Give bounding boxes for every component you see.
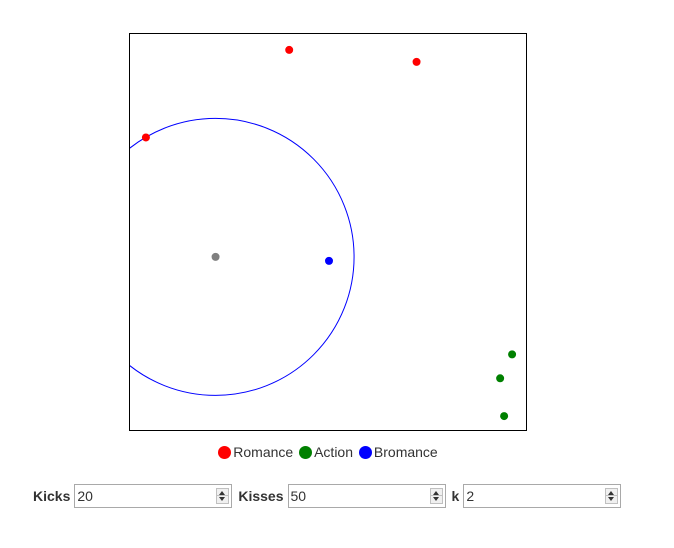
bromance-dot-icon xyxy=(358,446,372,459)
neighborhood-circle xyxy=(130,117,355,396)
kisses-decrement-icon[interactable] xyxy=(432,497,439,501)
kisses-spinner[interactable] xyxy=(429,488,443,504)
legend-label-romance: Romance xyxy=(233,444,294,460)
k-field[interactable] xyxy=(463,484,622,508)
action-dot-icon xyxy=(299,446,313,459)
kisses-spinner-divider xyxy=(430,495,442,496)
k-label: k xyxy=(451,488,460,504)
kicks-decrement-icon[interactable] xyxy=(219,497,226,501)
kicks-increment-icon[interactable] xyxy=(219,491,226,495)
k-input[interactable] xyxy=(464,485,603,507)
scatter-plot-svg xyxy=(130,45,517,421)
legend-label-bromance: Bromance xyxy=(373,444,438,460)
legend-item-action: Action xyxy=(299,444,353,460)
kicks-field[interactable] xyxy=(74,484,233,508)
romance-point-3 xyxy=(141,133,150,142)
action-point-3 xyxy=(500,412,509,421)
kisses-field[interactable] xyxy=(287,484,446,508)
legend-item-romance: Romance xyxy=(218,444,293,460)
controls-bar: Kicks Kisses k xyxy=(33,484,627,508)
kicks-spinner[interactable] xyxy=(216,488,230,504)
legend-label-action: Action xyxy=(314,444,354,460)
kicks-spinner-divider xyxy=(217,495,229,496)
kisses-increment-icon[interactable] xyxy=(432,491,439,495)
romance-point-2 xyxy=(412,57,421,66)
action-point-1 xyxy=(508,350,517,359)
action-point-2 xyxy=(496,374,505,383)
kicks-input[interactable] xyxy=(75,485,214,507)
kisses-label: Kisses xyxy=(238,488,284,504)
k-decrement-icon[interactable] xyxy=(608,497,615,501)
legend: Romance Action Bromance xyxy=(0,444,656,460)
kisses-input[interactable] xyxy=(288,485,427,507)
romance-dot-icon xyxy=(218,446,232,459)
romance-point-1 xyxy=(285,45,294,54)
kicks-label: Kicks xyxy=(33,488,71,504)
legend-item-bromance: Bromance xyxy=(358,444,438,460)
query-point xyxy=(211,252,220,261)
k-increment-icon[interactable] xyxy=(608,491,615,495)
scatter-plot-area xyxy=(129,33,527,431)
bromance-point-1 xyxy=(325,256,333,265)
k-spinner-divider xyxy=(606,495,618,496)
k-spinner[interactable] xyxy=(605,488,619,504)
